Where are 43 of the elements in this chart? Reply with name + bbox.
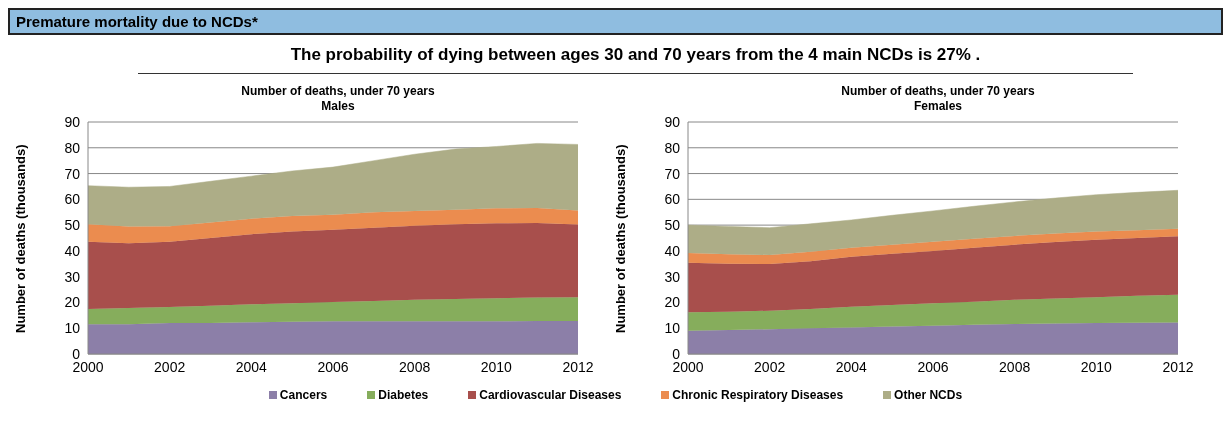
legend-label: Cancers: [278, 388, 328, 402]
y-tick-label: 50: [664, 217, 681, 234]
y-tick-label: 30: [664, 268, 681, 285]
legend-label: Cardiovascular Diseases: [478, 388, 622, 402]
x-tick-label: 2012: [562, 358, 594, 375]
x-tick-label: 2002: [154, 358, 186, 375]
y-tick-label: 20: [64, 294, 81, 311]
x-tick-label: 2004: [235, 358, 268, 375]
y-axis-title: Number of deaths (thousands): [12, 144, 28, 333]
y-axis-title: Number of deaths (thousands): [612, 144, 628, 333]
y-tick-label: 90: [64, 113, 81, 130]
chart-title: Number of deaths, under 70 years: [840, 84, 1036, 99]
y-tick-label: 80: [64, 139, 81, 156]
y-tick-label: 10: [664, 320, 681, 337]
text: The probability of dying between ages 30 and 70 years from the 4 main NCDs is 27% .: [138, 45, 1133, 74]
y-tick-label: 40: [664, 242, 681, 259]
legend-label: Chronic Respiratory Diseases: [671, 388, 844, 402]
chart-title: Number of deaths, under 70 years: [240, 84, 436, 99]
chart-subtitle: Males: [320, 99, 356, 114]
y-tick-label: 80: [664, 139, 681, 156]
x-tick-label: 2012: [1162, 358, 1194, 375]
legend-label: Diabetes: [377, 388, 429, 402]
y-tick-label: 70: [64, 165, 81, 182]
x-tick-label: 2010: [480, 358, 513, 375]
y-tick-label: 60: [64, 191, 81, 208]
y-tick-label: 10: [64, 320, 81, 337]
x-tick-label: 2006: [317, 358, 349, 375]
x-tick-label: 2006: [917, 358, 949, 375]
y-tick-label: 40: [64, 242, 81, 259]
chart-subtitle: Females: [913, 99, 963, 114]
text: Premature mortality due to NCDs*: [8, 8, 1223, 35]
x-tick-label: 2004: [835, 358, 868, 375]
x-tick-label: 2002: [754, 358, 786, 375]
y-tick-label: 60: [664, 191, 681, 208]
x-tick-label: 2008: [999, 358, 1031, 375]
legend-label: Other NCDs: [893, 388, 963, 402]
y-tick-label: 90: [664, 113, 681, 130]
y-tick-label: 30: [64, 268, 81, 285]
y-tick-label: 70: [664, 165, 681, 182]
y-tick-label: 50: [64, 217, 81, 234]
y-tick-label: 20: [664, 294, 681, 311]
x-tick-label: 2010: [1080, 358, 1113, 375]
x-tick-label: 2008: [399, 358, 431, 375]
